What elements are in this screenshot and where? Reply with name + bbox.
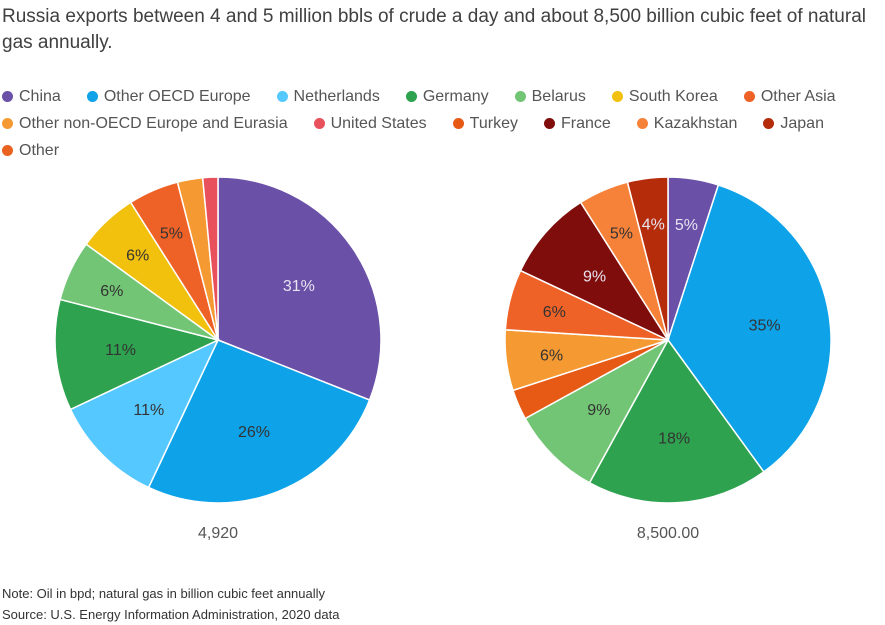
- pie-slice: [69, 338, 220, 489]
- pie-charts: 31%26%11%11%6%6%5%4,9205%35%18%9%6%6%9%5…: [54, 176, 832, 542]
- legend-item: Other: [2, 140, 59, 161]
- pie-slice: [626, 176, 669, 341]
- pie-slice-label: 5%: [675, 217, 698, 234]
- legend-label: Netherlands: [293, 87, 380, 105]
- legend-swatch: [763, 118, 775, 129]
- pie-total-label: 4,920: [198, 525, 238, 542]
- pie-slice-label: 31%: [283, 278, 315, 295]
- legend-item: United States: [313, 113, 427, 134]
- pie-slice-label: 6%: [543, 304, 566, 321]
- legend-label: Other Asia: [760, 87, 836, 105]
- pie-slice: [217, 176, 382, 401]
- legend-label: Other non-OECD Europe and Eurasia: [19, 114, 288, 132]
- pie-slice-label: 5%: [610, 225, 633, 242]
- pie-slice: [147, 339, 371, 504]
- pie-slice-label: 9%: [583, 268, 606, 285]
- legend-item: Belarus: [514, 86, 586, 107]
- pie-slice-label: 4%: [642, 217, 665, 234]
- pie-chart-1: 31% 26% 11% 11% 6% 6% 5% 4,920: [54, 176, 382, 542]
- legend-swatch: [86, 91, 98, 102]
- legend-swatch: [405, 91, 417, 102]
- legend-label: Other OECD Europe: [103, 87, 251, 105]
- pie-slice-label: 26%: [238, 424, 270, 441]
- legend-label: United States: [330, 114, 427, 132]
- legend-swatch: [514, 91, 526, 102]
- pie-slice-label: 5%: [160, 225, 183, 242]
- pie-slice-label: 6%: [540, 348, 563, 365]
- pie-slice-label: 35%: [749, 318, 781, 335]
- pie-slice-label: 6%: [100, 283, 123, 300]
- legend-item: Netherlands: [276, 86, 380, 107]
- legend-swatch: [2, 91, 13, 102]
- legend-item: China: [2, 86, 61, 107]
- legend-swatch: [452, 118, 464, 129]
- pie-slice-label: 18%: [658, 431, 690, 448]
- legend-label: Kazakhstan: [653, 114, 738, 132]
- legend-item: South Korea: [611, 86, 718, 107]
- legend-label: Turkey: [469, 114, 518, 132]
- chart-title: Russia exports between 4 and 5 million b…: [2, 6, 866, 53]
- pie-total-label: 8,500.00: [637, 525, 699, 542]
- legend-swatch: [2, 118, 13, 129]
- legend-label: Japan: [780, 114, 824, 132]
- legend-item: Kazakhstan: [636, 113, 738, 134]
- pie-slice-label: 9%: [587, 402, 610, 419]
- legend-row: China Other OECD Europe Netherlands Germany…: [2, 86, 882, 161]
- legend-item: Turkey: [452, 113, 518, 134]
- legend-item: Other non-OECD Europe and Eurasia: [2, 113, 288, 134]
- legend-swatch: [313, 118, 325, 129]
- legend-label: France: [560, 114, 611, 132]
- legend-label: South Korea: [628, 87, 718, 105]
- legend-item: Japan: [763, 113, 824, 134]
- footnote: Note: Oil in bpd; natural gas in billion…: [2, 583, 339, 625]
- pie-slice: [524, 338, 670, 484]
- pie-slice: [201, 176, 219, 341]
- legend-label: Other: [19, 141, 60, 159]
- legend-item: Other Asia: [743, 86, 836, 107]
- legend-swatch: [743, 91, 755, 102]
- source-text: Source: U.S. Energy Information Administ…: [2, 607, 340, 622]
- legend-swatch: [2, 145, 13, 156]
- pie-slice: [588, 338, 765, 504]
- pie-slice: [519, 201, 671, 342]
- legend-label: Germany: [422, 87, 489, 105]
- legend-label: China: [19, 87, 61, 105]
- pie-slice-label: 11%: [133, 402, 164, 419]
- pie-slice-label: 6%: [126, 247, 149, 264]
- legend-item: Germany: [405, 86, 489, 107]
- legend-swatch: [543, 118, 555, 129]
- legend-item: France: [543, 113, 611, 134]
- legend-swatch: [276, 91, 288, 102]
- legend-item: Other OECD Europe: [86, 86, 251, 107]
- pie-slice: [54, 298, 221, 411]
- legend-swatch: [636, 118, 648, 129]
- legend-swatch: [611, 91, 623, 102]
- legend-label: Belarus: [531, 87, 586, 105]
- pie-chart-2: 5% 35% 18% 9% 6% 6% 9% 5% 4% 8,500.00: [504, 176, 832, 542]
- legend: China Other OECD Europe Netherlands Germany…: [2, 86, 882, 161]
- note-text: Note: Oil in bpd; natural gas in billion…: [2, 586, 326, 601]
- pie-slice-label: 11%: [105, 342, 136, 359]
- pie-slice: [667, 184, 832, 473]
